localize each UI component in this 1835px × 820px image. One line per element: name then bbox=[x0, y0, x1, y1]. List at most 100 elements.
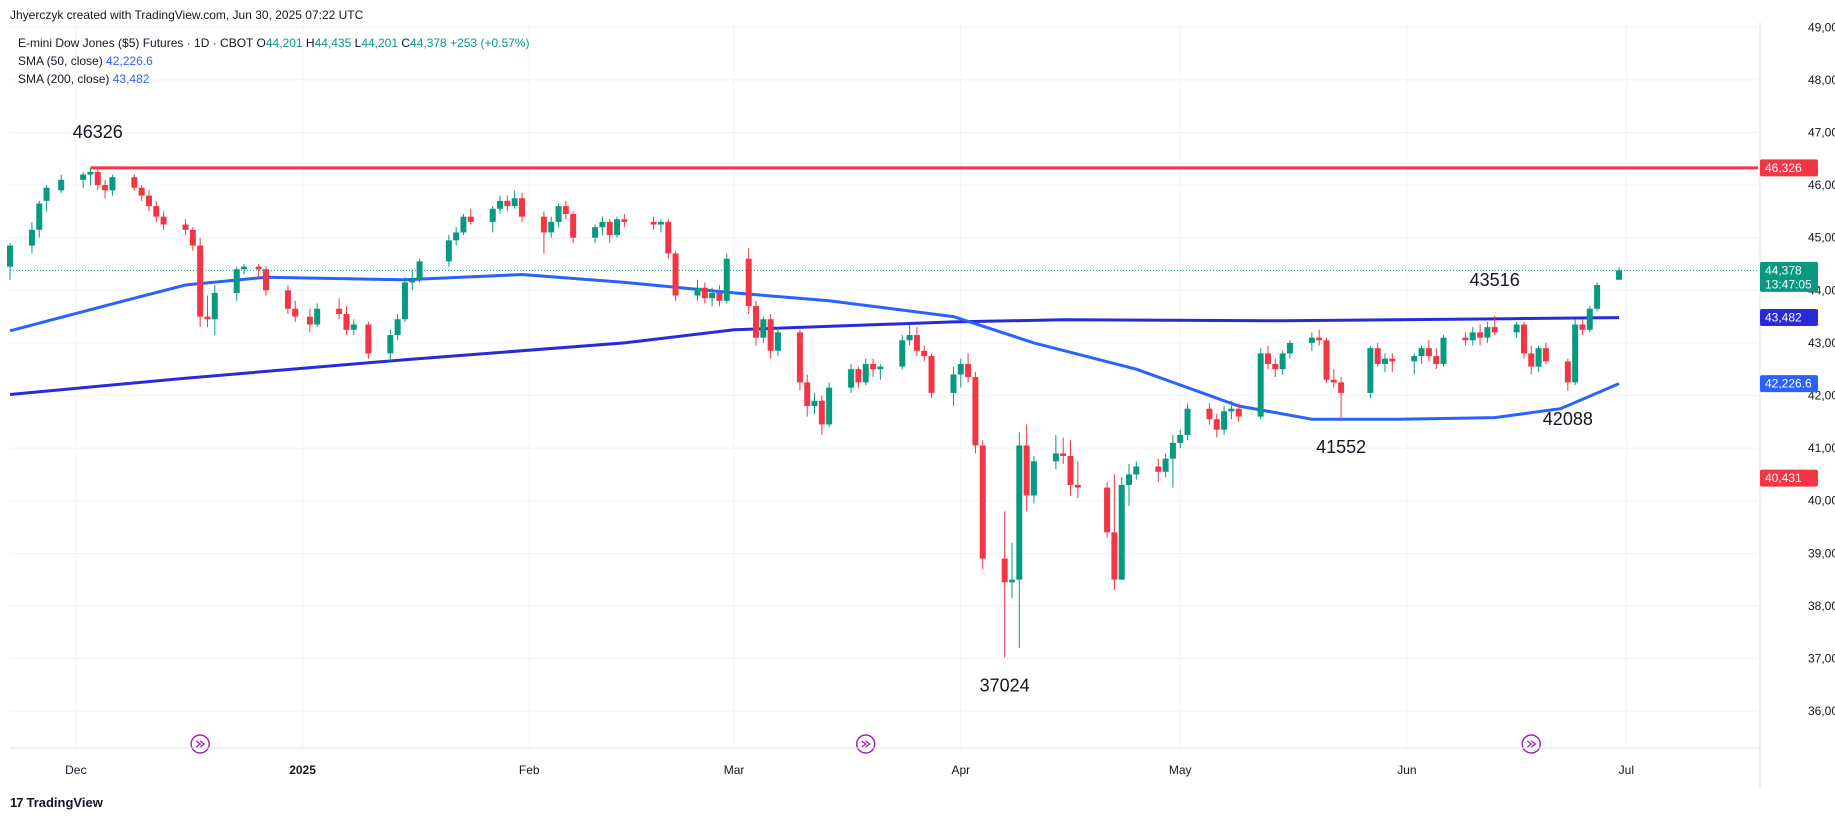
candle-body bbox=[957, 363, 964, 375]
candle bbox=[1586, 306, 1593, 333]
candle bbox=[467, 208, 474, 225]
x-tick-label: Apr bbox=[951, 763, 970, 777]
candle bbox=[621, 214, 628, 228]
brand-name: TradingView bbox=[26, 795, 103, 810]
time-axis[interactable]: Dec 2025 Feb Mar Apr May Jun Jul bbox=[10, 747, 1760, 777]
y-tick-label: 43,000 bbox=[1808, 336, 1835, 350]
candle bbox=[913, 327, 920, 357]
candle-body bbox=[1206, 408, 1213, 420]
candle bbox=[709, 287, 716, 307]
tradingview-logo-icon: 17 bbox=[10, 795, 24, 810]
x-tick-label: May bbox=[1169, 763, 1192, 777]
candle bbox=[870, 358, 877, 378]
candle-body bbox=[153, 206, 160, 217]
price-tag-value: 42,226.6 bbox=[1765, 377, 1812, 391]
candle bbox=[562, 200, 569, 220]
candle bbox=[1264, 345, 1271, 370]
y-tick-label: 46,000 bbox=[1808, 178, 1835, 192]
candle bbox=[1469, 327, 1476, 346]
candle-body bbox=[716, 292, 723, 301]
sma200-line bbox=[9, 316, 1620, 396]
candle bbox=[855, 366, 862, 388]
candle-body bbox=[592, 227, 599, 238]
candle-body bbox=[401, 282, 408, 320]
candle bbox=[1418, 345, 1425, 364]
price-tag-bg bbox=[1760, 375, 1818, 393]
candle bbox=[1323, 337, 1330, 383]
candle bbox=[1286, 340, 1293, 359]
sma50-line bbox=[9, 272, 1620, 421]
candle bbox=[1477, 324, 1484, 346]
event-marker-icon[interactable] bbox=[855, 734, 876, 754]
candle bbox=[80, 171, 87, 188]
candle bbox=[1060, 437, 1067, 464]
candle bbox=[336, 298, 343, 320]
x-tick-label: Jul bbox=[1619, 763, 1634, 777]
sma200-value: 43,482 bbox=[112, 72, 150, 86]
candle bbox=[723, 253, 730, 304]
candle-body bbox=[1535, 348, 1542, 367]
candle bbox=[848, 363, 855, 393]
legend-symbol-row[interactable]: E-mini Dow Jones ($5) Futures · 1D · CBO… bbox=[18, 34, 529, 52]
candle bbox=[1330, 369, 1337, 388]
candle bbox=[767, 313, 774, 359]
candle bbox=[570, 211, 577, 243]
candle-body bbox=[913, 335, 920, 351]
candle bbox=[497, 195, 504, 215]
candle-body bbox=[1023, 445, 1030, 496]
tradingview-brand[interactable]: 17 TradingView bbox=[10, 795, 103, 810]
event-marker-arrows bbox=[195, 740, 206, 748]
candle-body bbox=[1221, 411, 1228, 430]
candle-body bbox=[1272, 363, 1279, 370]
candle bbox=[1542, 342, 1549, 364]
y-tick-label: 37,000 bbox=[1808, 652, 1835, 666]
candle bbox=[1572, 319, 1579, 385]
candle-body bbox=[131, 177, 138, 188]
high-label: H bbox=[305, 36, 315, 50]
chart-legend: E-mini Dow Jones ($5) Futures · 1D · CBO… bbox=[18, 34, 529, 88]
close-label: C bbox=[401, 36, 411, 50]
candle bbox=[445, 235, 452, 267]
candle-body bbox=[460, 216, 467, 233]
candle-body bbox=[241, 266, 248, 270]
event-markers-layer[interactable] bbox=[190, 734, 1542, 754]
candle-body bbox=[43, 187, 50, 201]
candle bbox=[972, 371, 979, 454]
candle-body bbox=[701, 287, 708, 299]
price-tag-value: 44,378 bbox=[1765, 263, 1802, 277]
candle-body bbox=[233, 269, 240, 293]
candle bbox=[1411, 353, 1418, 375]
event-marker-icon[interactable] bbox=[190, 734, 210, 754]
candle-body bbox=[1030, 461, 1037, 496]
candle bbox=[1491, 315, 1498, 336]
candle-body bbox=[1133, 466, 1140, 475]
candle-body bbox=[189, 229, 196, 246]
legend-sma200-row[interactable]: SMA (200, close) 43,482 bbox=[18, 70, 529, 88]
candle-body bbox=[606, 221, 613, 236]
candle-body bbox=[1184, 408, 1191, 435]
candle bbox=[1228, 400, 1235, 420]
candle-body bbox=[1126, 474, 1133, 485]
candle-body bbox=[1367, 348, 1374, 393]
candle bbox=[921, 345, 928, 362]
candle-body bbox=[928, 356, 935, 393]
candle bbox=[760, 316, 767, 343]
price-tag-46,326: 46,326 bbox=[1760, 159, 1818, 177]
candle-body bbox=[570, 214, 577, 238]
event-marker-icon[interactable] bbox=[1521, 734, 1542, 754]
candle bbox=[189, 227, 196, 251]
candle-body bbox=[1469, 332, 1476, 341]
candle bbox=[555, 203, 562, 228]
candle-body bbox=[467, 216, 474, 222]
legend-sma50-row[interactable]: SMA (50, close) 42,226.6 bbox=[18, 52, 529, 70]
candle bbox=[979, 440, 986, 570]
candle bbox=[7, 242, 13, 280]
candle-body bbox=[497, 200, 504, 209]
price-axis[interactable]: 36,00037,00038,00039,00040,00041,00042,0… bbox=[1759, 20, 1835, 788]
candle-body bbox=[1279, 353, 1286, 370]
sma200-label: SMA (200, close) bbox=[18, 72, 110, 86]
y-tick-label: 49,000 bbox=[1808, 20, 1835, 34]
candle-body bbox=[262, 269, 269, 291]
candle-body bbox=[1118, 484, 1125, 580]
